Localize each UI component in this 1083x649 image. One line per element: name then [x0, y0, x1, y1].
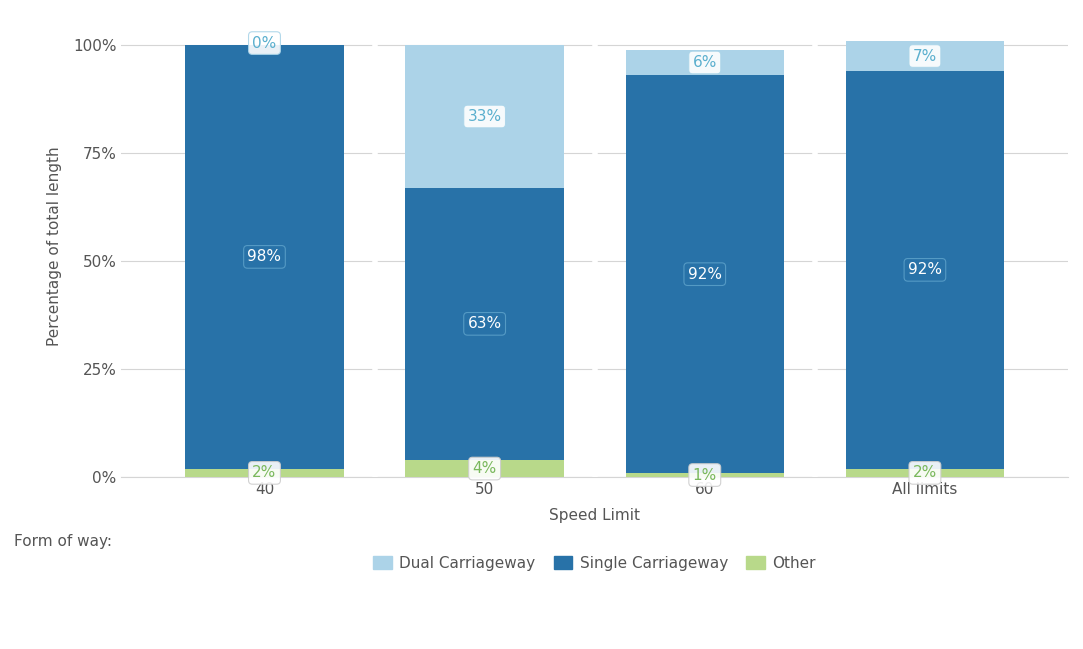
Bar: [846, 41, 1004, 71]
Text: Form of way:: Form of way:: [14, 534, 112, 550]
Bar: [846, 71, 1004, 469]
Bar: [626, 473, 784, 477]
Text: 7%: 7%: [913, 49, 937, 64]
Y-axis label: Percentage of total length: Percentage of total length: [47, 146, 62, 346]
Text: 63%: 63%: [468, 316, 501, 332]
Text: 6%: 6%: [693, 55, 717, 70]
Text: 2%: 2%: [252, 465, 276, 480]
Bar: [626, 49, 784, 75]
Text: 98%: 98%: [248, 249, 282, 264]
Text: 1%: 1%: [693, 467, 717, 482]
Text: 92%: 92%: [688, 267, 721, 282]
Bar: [626, 75, 784, 473]
Bar: [185, 469, 343, 477]
Text: 2%: 2%: [913, 465, 937, 480]
Bar: [405, 188, 564, 460]
Text: 4%: 4%: [472, 461, 497, 476]
Text: 92%: 92%: [908, 262, 942, 277]
Bar: [185, 45, 343, 469]
X-axis label: Speed Limit: Speed Limit: [549, 508, 640, 523]
Text: 0%: 0%: [252, 36, 276, 51]
Text: 33%: 33%: [468, 109, 501, 124]
Bar: [405, 45, 564, 188]
Legend: Dual Carriageway, Single Carriageway, Other: Dual Carriageway, Single Carriageway, Ot…: [367, 550, 822, 577]
Bar: [846, 469, 1004, 477]
Bar: [405, 460, 564, 477]
